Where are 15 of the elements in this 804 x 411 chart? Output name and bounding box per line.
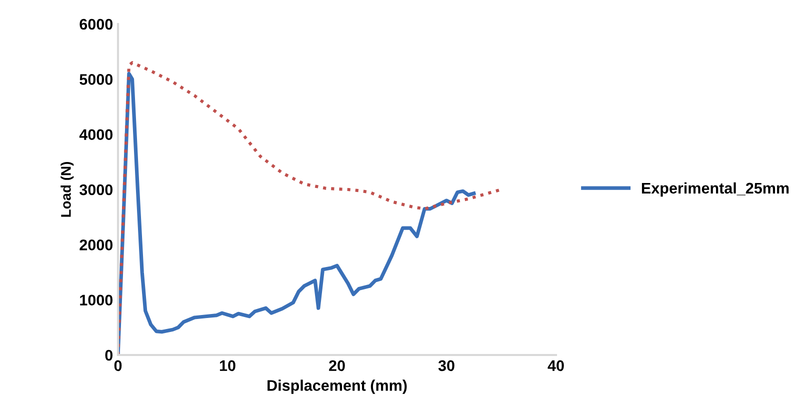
x-axis-title: Displacement (mm) [268, 380, 407, 394]
legend-label: Experimental_25mm [642, 182, 789, 197]
y-tick-label: 4000 [79, 129, 113, 140]
y-tick-label: 3000 [80, 184, 113, 196]
y-tick-label: 6000 [80, 18, 113, 30]
x-tick-label: 10 [220, 360, 236, 372]
y-tick-label: 2000 [80, 240, 113, 250]
x-tick-label: 40 [548, 360, 564, 372]
y-tick-label: 1000 [80, 294, 113, 306]
y-axis-title: Load (N) [60, 162, 74, 217]
y-tick-label: 0 [105, 350, 113, 361]
x-tick-label: 30 [438, 360, 454, 372]
x-tick-label: 0 [114, 360, 122, 372]
x-tick-label: 20 [329, 360, 345, 372]
y-tick-label: 5000 [80, 74, 113, 85]
